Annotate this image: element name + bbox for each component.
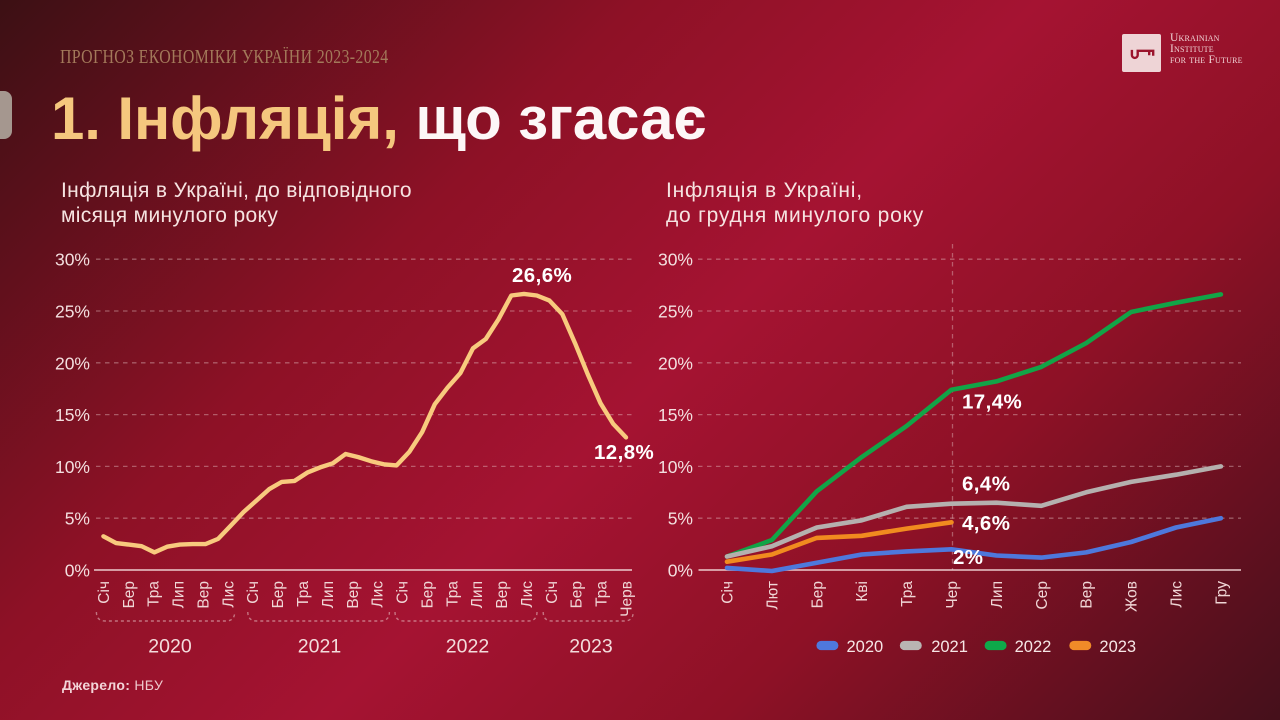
svg-text:2%: 2% xyxy=(953,546,983,569)
svg-text:Січ: Січ xyxy=(245,581,262,604)
svg-text:30%: 30% xyxy=(55,250,90,270)
svg-text:12,8%: 12,8% xyxy=(594,441,654,464)
svg-text:Бер: Бер xyxy=(270,581,287,608)
svg-text:2020: 2020 xyxy=(847,638,884,656)
svg-text:Тра: Тра xyxy=(444,581,461,607)
svg-text:Лис: Лис xyxy=(370,581,387,608)
svg-text:Бер: Бер xyxy=(809,581,826,608)
svg-text:2021: 2021 xyxy=(931,638,968,656)
svg-text:Січ: Січ xyxy=(544,581,561,604)
svg-text:Тра: Тра xyxy=(594,581,611,607)
svg-text:Тра: Тра xyxy=(899,581,916,607)
svg-text:Кві: Кві xyxy=(854,581,871,602)
svg-text:Бер: Бер xyxy=(121,581,138,608)
svg-text:Лис: Лис xyxy=(519,581,536,608)
svg-text:Лис: Лис xyxy=(1169,581,1186,608)
svg-text:Сер: Сер xyxy=(1034,581,1051,609)
svg-text:Вер: Вер xyxy=(195,581,212,609)
svg-text:2022: 2022 xyxy=(446,636,489,658)
svg-text:Гру: Гру xyxy=(1213,581,1230,605)
svg-text:Січ: Січ xyxy=(395,581,412,604)
svg-text:Вер: Вер xyxy=(494,581,511,609)
svg-text:6,4%: 6,4% xyxy=(962,473,1010,496)
svg-text:4,6%: 4,6% xyxy=(962,512,1010,535)
svg-text:Жов: Жов xyxy=(1124,581,1141,612)
svg-text:2020: 2020 xyxy=(148,636,192,658)
svg-text:5%: 5% xyxy=(65,509,90,529)
svg-text:0%: 0% xyxy=(65,561,90,581)
svg-text:30%: 30% xyxy=(658,250,693,270)
svg-text:Вер: Вер xyxy=(345,581,362,609)
svg-text:15%: 15% xyxy=(658,405,693,425)
svg-text:17,4%: 17,4% xyxy=(962,391,1022,414)
svg-text:Лип: Лип xyxy=(171,581,188,608)
svg-text:20%: 20% xyxy=(55,353,90,373)
svg-text:0%: 0% xyxy=(668,561,693,581)
svg-text:Вер: Вер xyxy=(1079,581,1096,609)
svg-text:2023: 2023 xyxy=(1099,638,1136,656)
svg-text:10%: 10% xyxy=(55,457,90,477)
svg-text:20%: 20% xyxy=(658,353,693,373)
svg-text:10%: 10% xyxy=(658,457,693,477)
svg-text:5%: 5% xyxy=(668,509,693,529)
svg-text:Лис: Лис xyxy=(220,581,237,608)
svg-text:Лют: Лют xyxy=(764,581,781,610)
svg-text:Лип: Лип xyxy=(320,581,337,608)
svg-text:Чер: Чер xyxy=(944,581,961,609)
svg-text:Січ: Січ xyxy=(96,581,113,604)
svg-text:Січ: Січ xyxy=(720,581,737,604)
svg-text:Бер: Бер xyxy=(419,581,436,608)
svg-text:2022: 2022 xyxy=(1015,638,1052,656)
svg-text:2021: 2021 xyxy=(298,636,341,658)
svg-text:Бер: Бер xyxy=(569,581,586,608)
svg-text:25%: 25% xyxy=(55,302,90,322)
svg-text:Тра: Тра xyxy=(146,581,163,607)
svg-text:26,6%: 26,6% xyxy=(512,264,572,287)
svg-text:25%: 25% xyxy=(658,302,693,322)
svg-text:Тра: Тра xyxy=(295,581,312,607)
svg-text:2023: 2023 xyxy=(569,636,612,658)
svg-text:15%: 15% xyxy=(55,405,90,425)
svg-text:Лип: Лип xyxy=(989,581,1006,608)
svg-text:Черв: Черв xyxy=(619,581,636,617)
svg-text:Лип: Лип xyxy=(469,581,486,608)
